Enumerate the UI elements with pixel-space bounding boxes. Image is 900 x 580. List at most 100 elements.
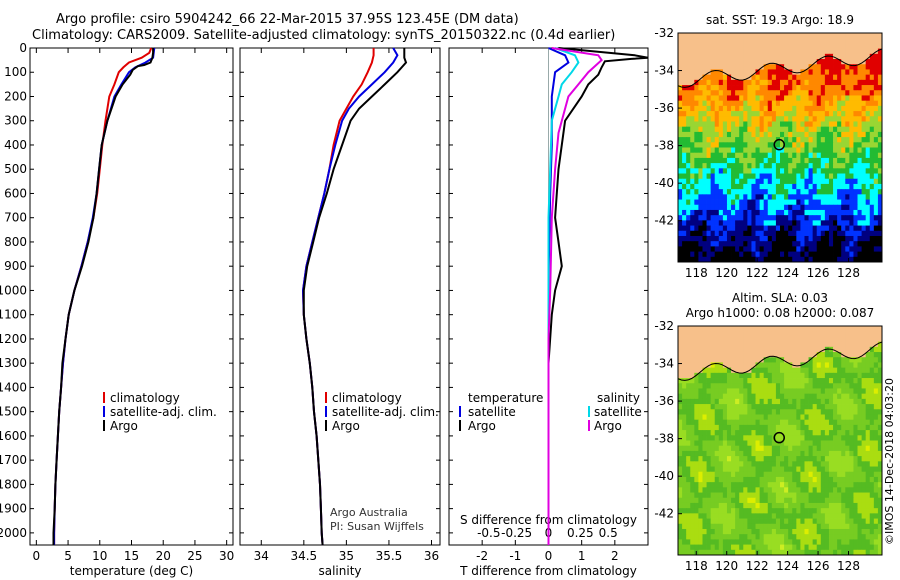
sst-map-cell	[731, 225, 736, 232]
sst-map-cell	[784, 121, 789, 128]
sst-map-cell	[751, 204, 756, 211]
sla-map-cell	[861, 357, 867, 363]
sla-map-cell	[686, 476, 691, 483]
sst-map-cell	[857, 251, 862, 258]
sla-map-cell	[828, 482, 834, 488]
sst-map-cell	[686, 225, 691, 232]
sla-map-cell	[714, 331, 720, 337]
sst-map-cell	[718, 43, 724, 50]
sla-map-cell	[841, 372, 846, 379]
sla-map-cell	[755, 440, 760, 447]
sla-map-cell	[837, 513, 842, 519]
sla-map-cell	[824, 362, 830, 369]
sst-map-cell	[726, 38, 732, 44]
sla-map-cell	[820, 372, 826, 379]
sst-map-cell	[759, 168, 765, 174]
sla-map-cell	[690, 372, 695, 379]
sst-map-cell	[804, 95, 809, 102]
sla-map-cell	[702, 497, 707, 504]
sst-map-cell	[718, 74, 724, 81]
sst-map-cell	[861, 178, 867, 185]
sla-map-cell	[849, 476, 854, 483]
sst-map-cell	[747, 95, 752, 102]
sst-map-cell	[796, 152, 801, 159]
sst-map-cell	[788, 95, 793, 102]
sst-map-cell	[710, 157, 716, 164]
sla-map-cell	[812, 398, 818, 405]
sst-map-cell	[820, 157, 826, 164]
sst-map-cell	[743, 33, 748, 39]
sla-map-cell	[690, 383, 695, 389]
sla-map-cell	[751, 544, 756, 551]
sst-map-cell	[853, 256, 858, 263]
sst-map-cell	[718, 79, 724, 86]
sst-map-cell	[686, 199, 691, 206]
sst-map-cell	[718, 85, 724, 91]
sst-map-cell	[767, 241, 773, 247]
sla-map-cell	[735, 461, 740, 467]
sla-map-cell	[710, 471, 716, 478]
sst-map-cell	[824, 209, 830, 216]
sla-map-cell	[726, 326, 732, 332]
sla-map-cell	[775, 419, 781, 426]
sla-map-cell	[690, 487, 695, 493]
sst-map-cell	[726, 105, 732, 112]
sla-map-cell	[755, 331, 760, 337]
sla-map-cell	[759, 450, 765, 457]
sst-map-cell	[877, 38, 883, 44]
sla-map-cell	[837, 383, 842, 389]
sst-map-cell	[865, 137, 871, 143]
sst-map-cell	[792, 256, 797, 263]
sla-map-cell	[808, 450, 814, 457]
sst-map-cell	[678, 105, 683, 112]
sst-map-cell	[873, 256, 879, 263]
sst-map-cell	[865, 142, 871, 148]
sst-map-cell	[755, 209, 760, 216]
sst-map-cell	[877, 105, 883, 112]
temperature-x-tick-label: 20	[156, 549, 171, 563]
sst-map-cell	[682, 173, 687, 180]
sst-map-cell	[804, 230, 809, 237]
sla-map-cell	[841, 544, 846, 551]
sst-map-cell	[690, 53, 695, 60]
sst-map-cell	[686, 163, 691, 169]
sla-map-cell	[682, 528, 687, 535]
sla-map-cell	[861, 544, 867, 551]
sla-map-cell	[755, 435, 760, 441]
sst-map-cell	[780, 235, 785, 242]
sla-map-cell	[690, 523, 695, 530]
sst-map-cell	[837, 142, 842, 148]
sst-map-cell	[861, 152, 867, 159]
sla-map-cell	[820, 497, 826, 504]
sla-map-cell	[824, 528, 830, 535]
sst-map-cell	[828, 147, 834, 154]
sla-map-cell	[751, 466, 756, 473]
sla-map-cell	[718, 383, 724, 389]
sla-map-cell	[690, 544, 695, 551]
sst-map-cell	[841, 189, 846, 195]
sst-map-cell	[767, 48, 773, 55]
sst-map-cell	[796, 183, 801, 190]
sst-map-cell	[853, 173, 858, 180]
sla-map-cell	[857, 534, 862, 540]
sla-map-cell	[718, 513, 724, 519]
sst-map-cell	[804, 225, 809, 232]
sst-map-cell	[816, 64, 822, 70]
sla-map-cell	[865, 476, 871, 483]
sst-map-cell	[780, 53, 785, 60]
sst-map-cell	[710, 183, 716, 190]
sla-map-cell	[678, 456, 683, 462]
sst-map-cell	[755, 246, 760, 252]
sla-map-cell	[845, 471, 850, 478]
sla-map-cell	[743, 419, 748, 426]
sst-map-cell	[739, 142, 744, 148]
sla-map-cell	[739, 508, 744, 514]
sla-map-cell	[771, 378, 777, 384]
sla-map-cell	[820, 419, 826, 426]
sla-map-cell	[759, 430, 765, 436]
sst-map-cell	[804, 194, 809, 200]
sla-map-cell	[865, 393, 871, 400]
sst-map-cell	[853, 64, 858, 70]
sst-map-cell	[747, 241, 752, 247]
sla-map-cell	[775, 362, 781, 369]
